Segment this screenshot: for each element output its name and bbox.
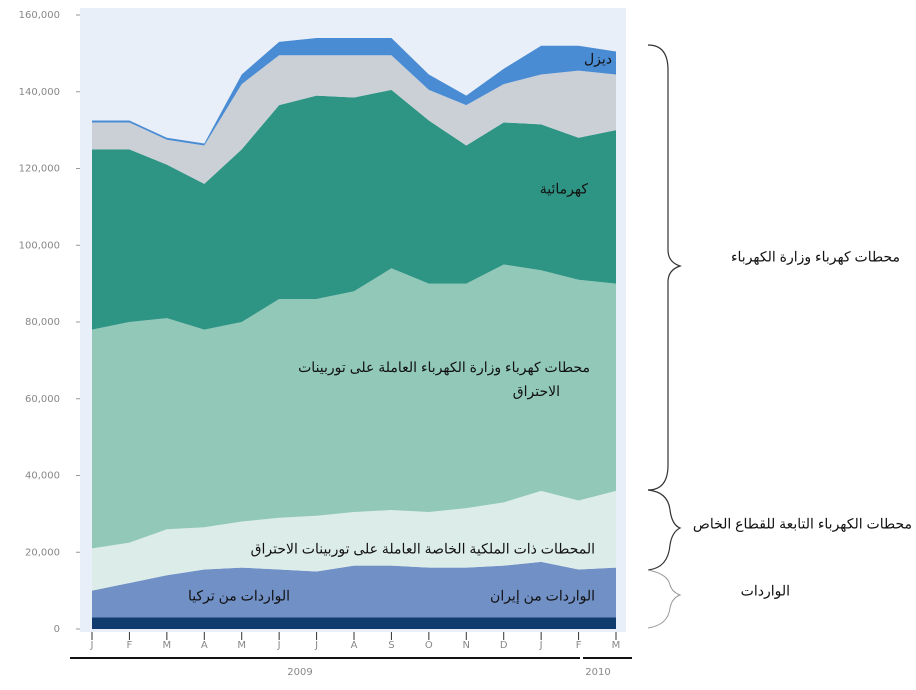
x-tick-label: A [351, 640, 358, 651]
group-label: محطات الكهرباء التابعة للقطاع الخاص [693, 516, 912, 533]
x-tick-label: N [463, 640, 470, 651]
group-label: الواردات [741, 583, 790, 600]
x-tick-label: M [163, 640, 172, 651]
y-tick-label: 20,000 [25, 547, 60, 558]
series-label: الواردات من تركيا [188, 588, 290, 605]
y-tick-label: 160,000 [19, 10, 60, 21]
x-tick-label: A [201, 640, 208, 651]
x-tick-label: D [500, 640, 508, 651]
x-tick-label: M [612, 640, 621, 651]
area [92, 89, 616, 330]
x-tick-label: F [576, 640, 582, 651]
area [92, 38, 616, 146]
bracket [647, 44, 682, 491]
area [92, 617, 616, 629]
series-label: الواردات من إيران [490, 588, 595, 605]
area [92, 55, 616, 184]
series-label: المحطات ذات الملكية الخاصة العاملة على ت… [251, 541, 595, 558]
year-label: 2009 [287, 667, 312, 678]
area [92, 490, 616, 591]
y-tick-label: 100,000 [19, 240, 60, 251]
x-tick-label: F [127, 640, 133, 651]
y-tick-label: 40,000 [25, 471, 60, 482]
x-tick-label: S [388, 640, 394, 651]
x-tick-label: J [277, 640, 281, 651]
area [92, 264, 616, 549]
year-label: 2010 [585, 667, 610, 678]
series-label: كهرمائية [540, 181, 589, 198]
series-label: ديزل [584, 51, 612, 68]
y-tick-label: 60,000 [25, 394, 60, 405]
area [92, 561, 616, 618]
x-tick-label: J [539, 640, 543, 651]
x-tick-label: O [425, 640, 433, 651]
x-tick-label: M [237, 640, 246, 651]
group-label: محطات كهرباء وزارة الكهرباء [731, 249, 900, 266]
x-tick-label: J [314, 640, 318, 651]
y-tick-label: 120,000 [19, 164, 60, 175]
y-tick-label: 80,000 [25, 317, 60, 328]
y-tick-label: 140,000 [19, 87, 60, 98]
x-tick-label: J [90, 640, 94, 651]
series-label: محطات كهرباء وزارة الكهرباء العاملة على … [298, 359, 590, 400]
y-tick-label: 0 [54, 624, 60, 635]
bracket [647, 569, 682, 629]
bracket [647, 489, 682, 571]
